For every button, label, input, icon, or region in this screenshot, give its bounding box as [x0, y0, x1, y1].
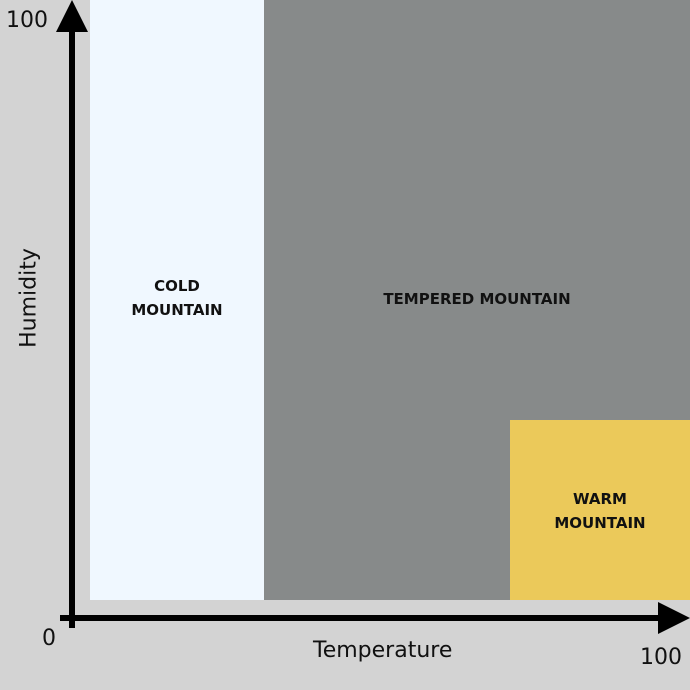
warm-mountain-label: WARM MOUNTAIN [554, 490, 646, 532]
x-axis-title: Temperature [313, 638, 453, 663]
origin-label: 0 [42, 626, 56, 651]
x-axis-max-label: 100 [640, 645, 682, 670]
cold-mountain-region: COLD MOUNTAIN [90, 0, 264, 600]
x-axis-arrowhead [658, 602, 690, 634]
y-axis-max-label: 100 [6, 8, 48, 33]
cold-mountain-label: COLD MOUNTAIN [131, 277, 223, 319]
warm-mountain-region: WARM MOUNTAIN [510, 420, 690, 600]
y-axis-arrowhead [56, 0, 88, 32]
y-axis-title: Humidity [16, 248, 42, 348]
tempered-mountain-label: TEMPERED MOUNTAIN [383, 290, 571, 308]
